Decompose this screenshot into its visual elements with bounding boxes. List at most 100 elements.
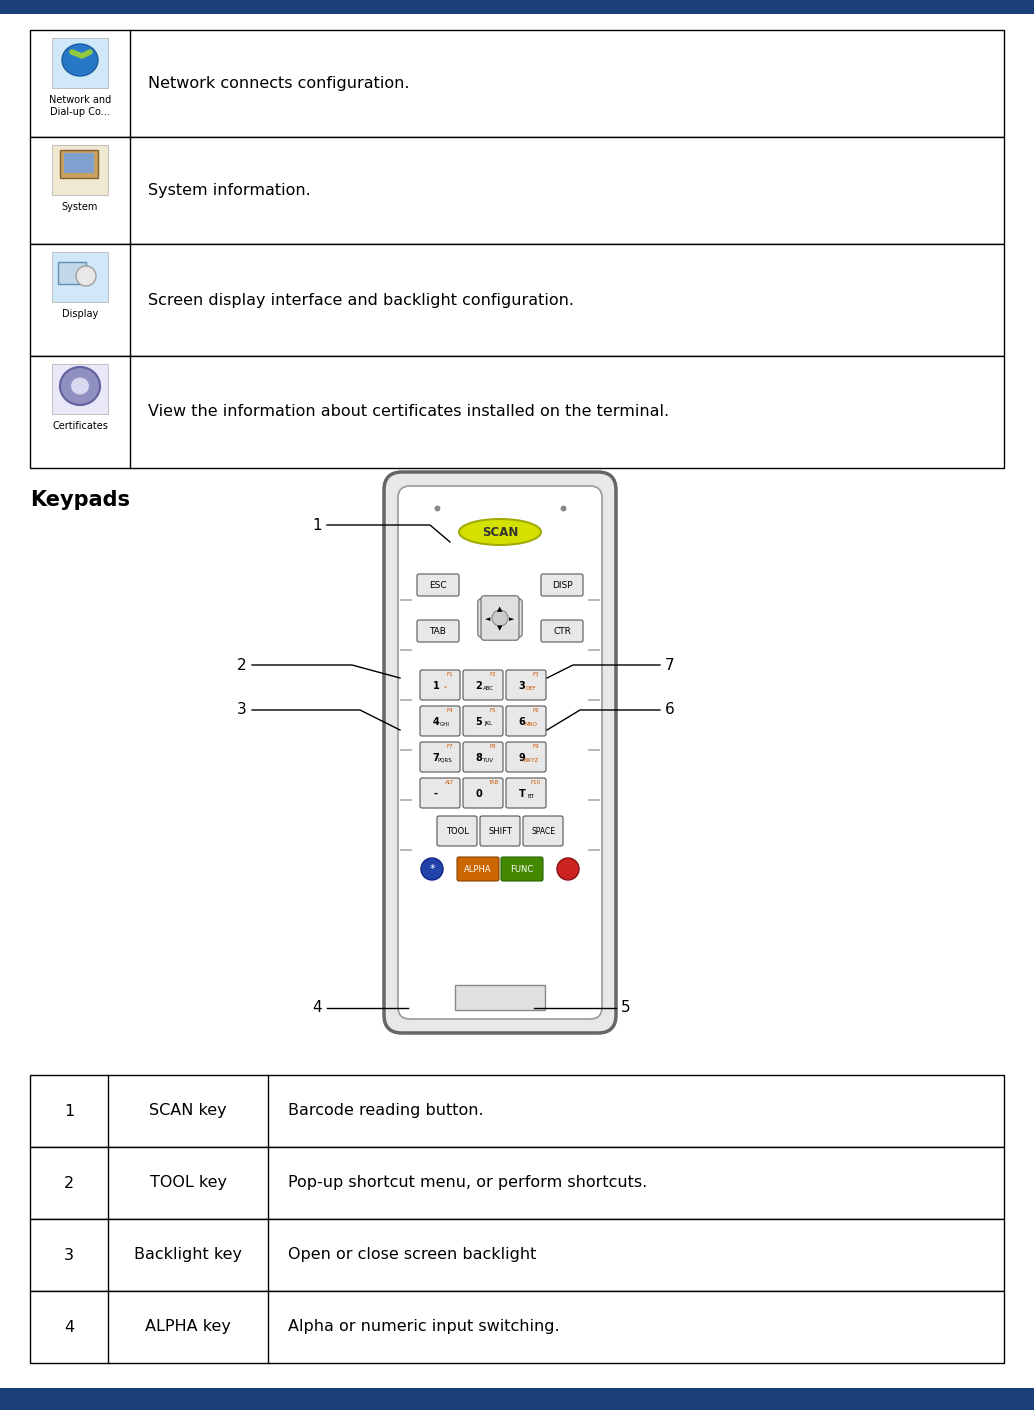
- Text: Backlight key: Backlight key: [134, 1248, 242, 1262]
- Ellipse shape: [60, 367, 100, 405]
- Text: FUNC: FUNC: [511, 864, 534, 874]
- Text: 4: 4: [432, 718, 439, 728]
- Text: 7: 7: [432, 753, 439, 763]
- Text: Certificates: Certificates: [52, 422, 108, 431]
- Bar: [30, 1292, 1004, 1363]
- Bar: [30, 244, 1004, 355]
- FancyBboxPatch shape: [420, 778, 460, 808]
- Bar: [30, 1074, 1004, 1146]
- Text: System information.: System information.: [148, 183, 311, 197]
- Ellipse shape: [421, 859, 443, 880]
- Text: ►: ►: [510, 616, 515, 622]
- Bar: [30, 1146, 1004, 1220]
- Ellipse shape: [459, 519, 541, 546]
- FancyBboxPatch shape: [523, 816, 562, 846]
- Text: ◄: ◄: [485, 616, 491, 622]
- FancyBboxPatch shape: [463, 670, 503, 699]
- FancyBboxPatch shape: [506, 778, 546, 808]
- Text: TOOL: TOOL: [446, 826, 468, 836]
- FancyBboxPatch shape: [417, 620, 459, 642]
- Text: F3: F3: [533, 671, 540, 677]
- FancyBboxPatch shape: [457, 857, 499, 881]
- FancyBboxPatch shape: [463, 778, 503, 808]
- Bar: [52, 38, 108, 87]
- Bar: [52, 364, 108, 415]
- Text: BT: BT: [527, 794, 535, 798]
- FancyBboxPatch shape: [420, 706, 460, 736]
- FancyBboxPatch shape: [417, 574, 459, 596]
- Ellipse shape: [492, 611, 508, 626]
- Text: F10: F10: [530, 780, 541, 784]
- Text: F2: F2: [490, 671, 496, 677]
- FancyBboxPatch shape: [463, 742, 503, 773]
- Text: 6: 6: [665, 702, 675, 718]
- Text: CTR: CTR: [553, 626, 571, 636]
- Text: SHIFT: SHIFT: [488, 826, 512, 836]
- Bar: [30, 1220, 1004, 1292]
- Bar: [58, 262, 86, 283]
- Text: Screen display interface and backlight configuration.: Screen display interface and backlight c…: [148, 292, 574, 307]
- Bar: [64, 154, 94, 173]
- FancyBboxPatch shape: [501, 857, 543, 881]
- Ellipse shape: [77, 266, 96, 286]
- Text: TOOL key: TOOL key: [150, 1176, 226, 1190]
- Text: SCAN key: SCAN key: [149, 1104, 226, 1118]
- Text: 3: 3: [64, 1248, 74, 1262]
- Text: TAB: TAB: [488, 780, 498, 784]
- Bar: [60, 149, 98, 178]
- Text: *: *: [429, 864, 435, 874]
- Text: F4: F4: [447, 708, 453, 712]
- FancyBboxPatch shape: [481, 596, 519, 640]
- Text: 4: 4: [312, 1001, 322, 1015]
- FancyBboxPatch shape: [437, 816, 477, 846]
- FancyBboxPatch shape: [420, 670, 460, 699]
- Text: 2: 2: [238, 657, 247, 673]
- Text: Display: Display: [62, 309, 98, 319]
- Text: JKL: JKL: [484, 722, 492, 726]
- FancyBboxPatch shape: [398, 486, 602, 1019]
- Text: SCAN: SCAN: [482, 526, 518, 539]
- Text: 3: 3: [519, 681, 525, 691]
- Text: F1: F1: [447, 671, 453, 677]
- Text: System: System: [62, 202, 98, 212]
- Text: ALT: ALT: [446, 780, 455, 784]
- Text: MNO: MNO: [524, 722, 538, 726]
- FancyBboxPatch shape: [384, 472, 616, 1034]
- Text: Open or close screen backlight: Open or close screen backlight: [288, 1248, 537, 1262]
- Bar: [30, 355, 1004, 468]
- Text: F6: F6: [533, 708, 540, 712]
- Text: Pop-up shortcut menu, or perform shortcuts.: Pop-up shortcut menu, or perform shortcu…: [288, 1176, 647, 1190]
- Bar: [0, 0, 1034, 14]
- Text: Network connects configuration.: Network connects configuration.: [148, 76, 409, 92]
- Text: *: *: [444, 685, 447, 691]
- Text: DEF: DEF: [525, 685, 537, 691]
- Bar: [455, 986, 545, 1010]
- Text: 5: 5: [621, 1001, 631, 1015]
- Text: 1: 1: [432, 681, 439, 691]
- Bar: [30, 137, 1004, 244]
- Text: Alpha or numeric input switching.: Alpha or numeric input switching.: [288, 1320, 559, 1334]
- FancyBboxPatch shape: [480, 816, 520, 846]
- Ellipse shape: [62, 44, 98, 76]
- Text: Barcode reading button.: Barcode reading button.: [288, 1104, 484, 1118]
- Text: DISP: DISP: [552, 581, 572, 589]
- Bar: [52, 145, 108, 195]
- FancyBboxPatch shape: [506, 706, 546, 736]
- Text: T: T: [519, 790, 525, 799]
- Text: SPACE: SPACE: [531, 826, 555, 836]
- Text: F5: F5: [490, 708, 496, 712]
- Text: 7: 7: [665, 657, 674, 673]
- FancyBboxPatch shape: [541, 574, 583, 596]
- Text: TUV: TUV: [483, 757, 493, 763]
- Text: -: -: [434, 790, 438, 799]
- Text: 8: 8: [476, 753, 483, 763]
- Text: TAB: TAB: [429, 626, 447, 636]
- Text: PQRS: PQRS: [437, 757, 453, 763]
- Text: 2: 2: [476, 681, 483, 691]
- FancyBboxPatch shape: [463, 706, 503, 736]
- Text: 6: 6: [519, 718, 525, 728]
- Text: F7: F7: [447, 743, 453, 749]
- Text: ALPHA key: ALPHA key: [145, 1320, 231, 1334]
- FancyBboxPatch shape: [506, 742, 546, 773]
- Ellipse shape: [71, 378, 89, 395]
